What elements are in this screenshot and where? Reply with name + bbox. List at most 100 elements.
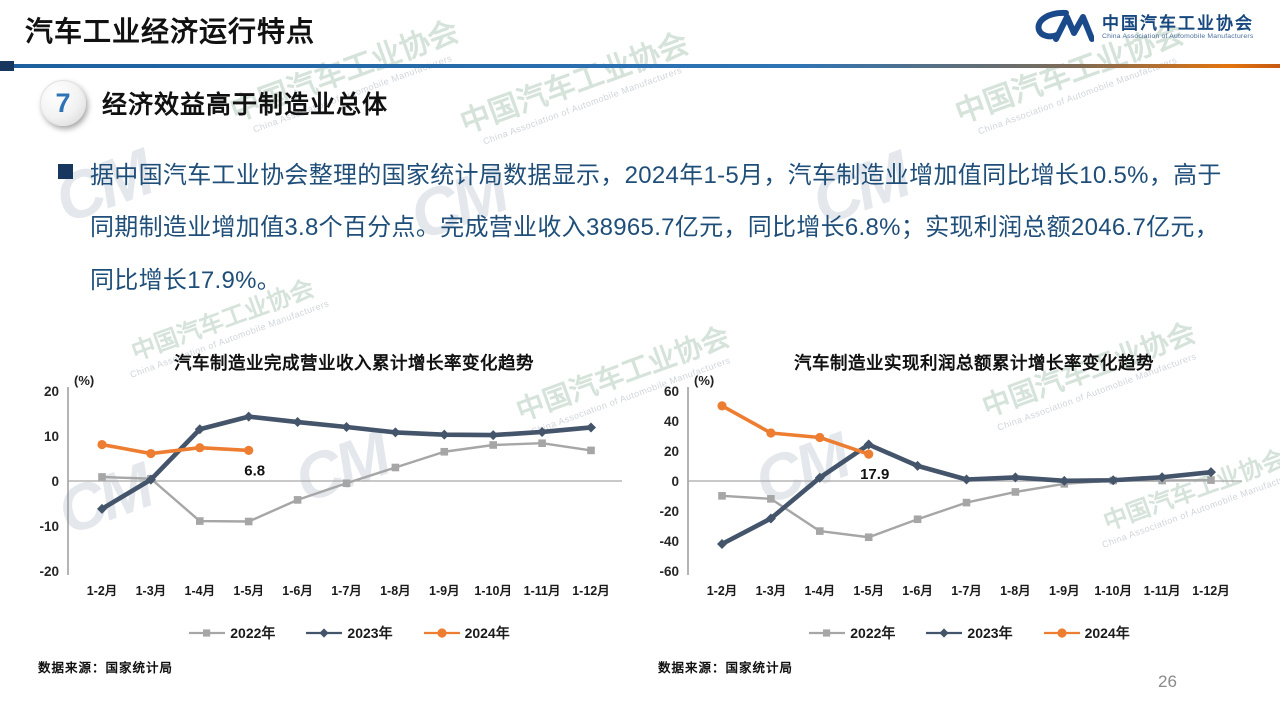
data-point-circle [146, 448, 156, 459]
legend-marker-icon [1043, 628, 1080, 638]
legend-label: 2023年 [347, 625, 393, 641]
data-point-diamond [488, 430, 499, 441]
data-point-diamond [1206, 467, 1216, 478]
data-point-diamond [1108, 475, 1119, 486]
legend-marker-icon [189, 629, 226, 637]
revenue-chart-plot: 20 10 0 -10 -20 1-2月 1-3月 1-4月 1-5月 1-6月 1-7月 1-8月 1… [39, 384, 622, 598]
page-number: 26 [1158, 672, 1177, 691]
section-row: 7 经济效益高于制造业总体 [40, 80, 388, 126]
data-point-diamond [439, 429, 450, 440]
y-tick-label: -60 [659, 564, 679, 579]
revenue-chart-title: 汽车制造业完成营业收入累计增长率变化趋势 [174, 353, 534, 373]
x-tick-label: 1-10月 [1094, 584, 1132, 598]
org-name-cn: 中国汽车工业协会 [1102, 13, 1254, 33]
legend-item-2022年: 2022年 [808, 623, 895, 643]
data-point-square [391, 463, 400, 472]
section-number: 7 [55, 87, 71, 118]
data-point-diamond [1157, 472, 1168, 483]
data-point-circle [97, 439, 107, 450]
bullet-square-icon [58, 164, 73, 179]
legend-square [823, 629, 831, 637]
y-tick-label: 20 [664, 444, 679, 459]
bullet-row: 据中国汽车工业协会整理的国家统计局数据显示，2024年1-5月，汽车制造业增加值… [58, 150, 1226, 307]
profit-data-source: 数据来源：国家统计局 [658, 661, 794, 675]
x-tick-label: 1-6月 [902, 584, 933, 598]
x-tick-label: 1-11月 [1144, 584, 1181, 598]
data-point-square [293, 496, 302, 504]
section-number-badge: 7 [40, 80, 86, 126]
watermark-text: 中国汽车工业协会 China Association of Automobile … [453, 19, 697, 152]
legend-square [203, 629, 211, 637]
x-tick-label: 1-4月 [805, 584, 836, 598]
revenue-chart-legend: 2022年 2023年 2024年 [26, 623, 636, 643]
data-point-diamond [586, 422, 596, 433]
legend-diamond [939, 628, 950, 638]
profit-chart-legend: 2022年 2023年 2024年 [646, 623, 1256, 643]
data-point-square [1207, 476, 1215, 484]
revenue-chart-card: 汽车制造业完成营业收入累计增长率变化趋势 (%) 20 10 0 -10 -20 1-2月… [26, 350, 636, 676]
x-tick-label: 1-2月 [87, 584, 118, 598]
y-tick-label: 40 [664, 414, 679, 429]
data-point-square [587, 446, 595, 455]
legend-label: 2022年 [230, 625, 276, 641]
legend-item-2024年: 2024年 [1043, 623, 1130, 643]
legend-marker-icon [926, 628, 963, 638]
data-point-circle [766, 428, 776, 438]
legend-marker-icon [809, 629, 846, 637]
y-tick-label: -20 [39, 564, 59, 579]
x-tick-label: 1-5月 [233, 584, 264, 598]
revenue-data-source: 数据来源：国家统计局 [38, 661, 174, 675]
x-tick-label: 1-8月 [380, 584, 411, 598]
section-heading: 经济效益高于制造业总体 [102, 91, 389, 119]
legend-marker-icon [423, 628, 460, 638]
x-tick-label: 1-10月 [474, 584, 512, 598]
title-divider [0, 61, 1280, 71]
body-paragraph: 据中国汽车工业协会整理的国家统计局数据显示，2024年1-5月，汽车制造业增加值… [90, 162, 1222, 294]
profit-chart-card: 汽车制造业实现利润总额累计增长率变化趋势 (%) 60 40 20 0 -20 -40 -6… [646, 350, 1256, 676]
data-point-diamond [292, 417, 303, 428]
last-point-value-label: 17.9 [860, 466, 889, 483]
x-tick-label: 1-2月 [707, 584, 738, 598]
revenue-chart-unit-label: (%) [74, 373, 95, 388]
data-point-diamond [145, 474, 156, 485]
data-point-square [538, 439, 546, 447]
series-line-2023年 [719, 442, 1214, 547]
data-point-circle [717, 401, 727, 411]
y-tick-label: -10 [39, 519, 59, 534]
data-point-diamond [390, 427, 401, 438]
x-tick-label: 1-5月 [853, 584, 884, 598]
x-tick-label: 1-9月 [429, 584, 460, 598]
x-tick-label: 1-7月 [951, 584, 982, 598]
legend-item-2022年: 2022年 [188, 623, 275, 643]
data-point-diamond [194, 424, 205, 435]
data-point-diamond [961, 474, 972, 485]
data-point-diamond [243, 411, 254, 422]
y-tick-label: -40 [659, 534, 679, 549]
data-point-diamond [1010, 472, 1021, 483]
x-tick-label: 1-12月 [572, 584, 610, 598]
x-tick-label: 1-6月 [282, 584, 313, 598]
y-tick-label: -20 [659, 504, 679, 519]
data-point-square [244, 517, 253, 526]
last-point-value-label: 6.8 [244, 462, 265, 479]
data-point-diamond [765, 513, 776, 524]
org-logo-text: 中国汽车工业协会 China Association of Automobile… [1102, 14, 1254, 41]
legend-label: 2022年 [850, 625, 896, 641]
legend-label: 2024年 [464, 625, 510, 641]
divider-cap [0, 61, 14, 71]
data-point-diamond [341, 422, 352, 432]
data-point-square [440, 447, 449, 456]
y-tick-label: 0 [671, 474, 679, 489]
profit-chart-title: 汽车制造业实现利润总额累计增长率变化趋势 [794, 353, 1154, 373]
data-point-square [816, 527, 824, 535]
cm-monogram-icon [1035, 9, 1094, 42]
watermark-cn-text: 中国汽车工业协会 [456, 27, 693, 141]
data-point-square [489, 441, 497, 449]
legend-marker-icon [306, 628, 343, 638]
y-tick-label: 60 [664, 384, 679, 399]
x-tick-label: 1-9月 [1049, 584, 1080, 598]
x-tick-label: 1-3月 [756, 584, 787, 598]
org-logo: 中国汽车工业协会 China Association of Automobile… [1032, 8, 1254, 46]
data-point-square [718, 492, 726, 500]
